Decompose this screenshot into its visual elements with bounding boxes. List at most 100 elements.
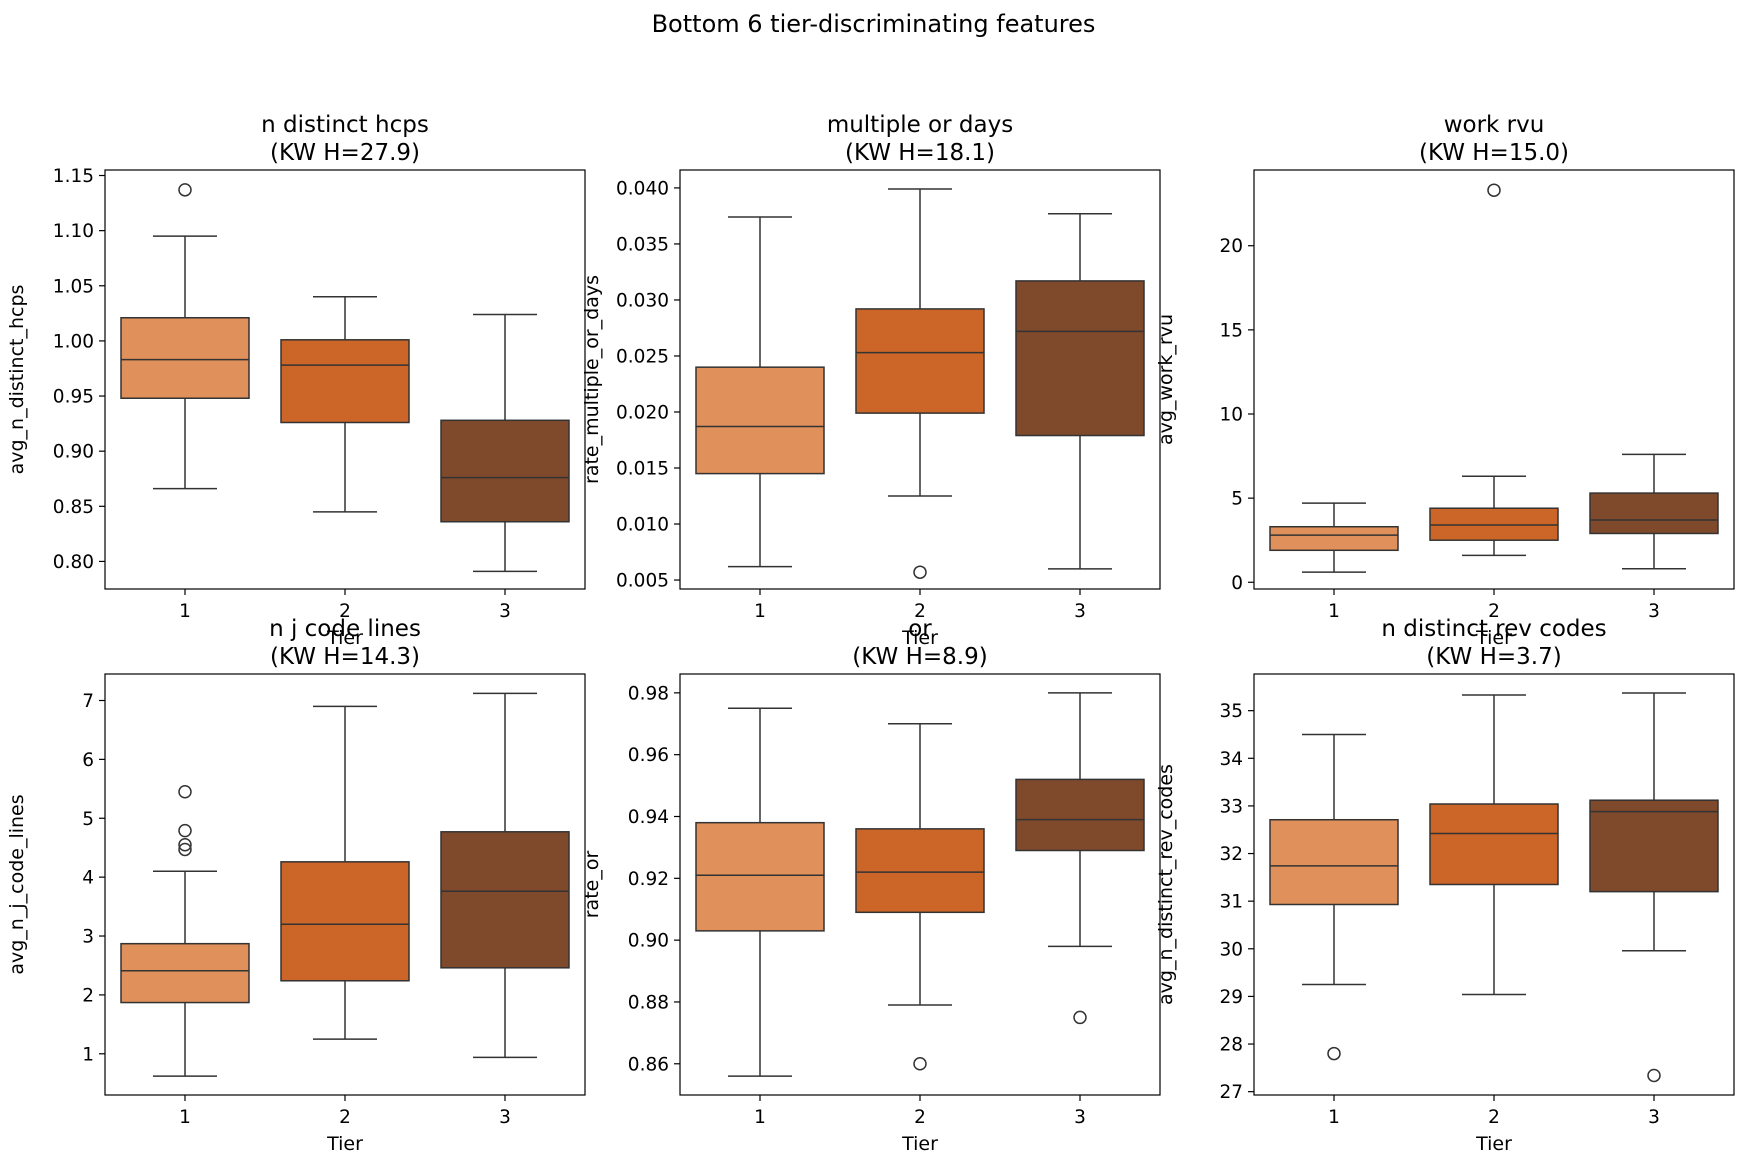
x-tick-label: 1 <box>179 1107 191 1128</box>
y-tick-label: 2 <box>82 985 94 1006</box>
x-tick-label: 3 <box>499 601 511 622</box>
subplot-kw-statistic: (KW H=18.1) <box>845 140 995 166</box>
outlier-point <box>178 785 192 799</box>
figure-title: Bottom 6 tier-discriminating features <box>651 10 1096 38</box>
x-tick-label: 2 <box>914 1107 926 1128</box>
outlier-point <box>1327 1046 1341 1061</box>
iqr-box <box>1589 492 1719 535</box>
y-tick-label: 1.10 <box>53 221 94 242</box>
outlier-point <box>178 823 192 838</box>
iqr-box <box>1429 803 1559 886</box>
box-tier-1 <box>1269 733 1399 1061</box>
subplot-title: n j code lines <box>269 616 421 642</box>
outlier-point <box>1647 1068 1661 1083</box>
iqr-box <box>440 831 570 969</box>
iqr-box <box>1589 799 1719 893</box>
box-tier-2 <box>855 723 985 1071</box>
plot-frame <box>679 673 1161 1096</box>
y-tick-label: 27 <box>1219 1082 1243 1103</box>
y-tick-label: 3 <box>82 927 94 948</box>
y-tick-label: 1.00 <box>53 331 94 352</box>
y-tick-label: 0.025 <box>616 346 669 367</box>
box-tier-1 <box>120 183 250 490</box>
box-tier-1 <box>1269 502 1399 573</box>
x-tick-label: 2 <box>914 601 926 622</box>
box-tier-1 <box>695 707 825 1077</box>
iqr-box <box>280 861 410 982</box>
outlier-point <box>913 1057 927 1071</box>
outlier-point <box>178 842 192 857</box>
y-tick-label: 0.98 <box>628 683 669 704</box>
y-tick-label: 0.94 <box>628 807 669 828</box>
y-axis-label: avg_n_distinct_rev_codes <box>1155 764 1177 1005</box>
y-tick-label: 0.92 <box>628 869 669 890</box>
x-tick-label: 2 <box>339 601 351 622</box>
x-tick-label: 2 <box>1488 1107 1500 1128</box>
y-axis-label: rate_multiple_or_days <box>581 275 603 484</box>
y-tick-label: 4 <box>82 868 94 889</box>
iqr-box <box>120 317 250 399</box>
y-tick-label: 0.030 <box>616 290 669 311</box>
y-tick-label: 10 <box>1219 404 1243 425</box>
x-tick-label: 1 <box>1328 601 1340 622</box>
box-tier-2 <box>280 296 410 513</box>
outlier-point <box>1073 1010 1087 1025</box>
y-tick-label: 0.80 <box>53 552 94 573</box>
y-tick-label: 0.035 <box>616 234 669 255</box>
y-tick-label: 0.86 <box>628 1054 669 1075</box>
y-tick-label: 0.90 <box>53 442 94 463</box>
iqr-box <box>1269 525 1399 552</box>
outlier-point <box>1487 183 1501 197</box>
y-tick-label: 0.005 <box>616 571 669 592</box>
box-tier-3 <box>440 313 570 573</box>
y-axis-label: rate_or <box>581 851 603 919</box>
box-tier-3 <box>1589 692 1719 1083</box>
subplot-title: n distinct hcps <box>261 112 429 138</box>
y-tick-label: 20 <box>1219 236 1243 257</box>
x-tick-label: 1 <box>1328 1107 1340 1128</box>
plot-frame <box>1253 673 1735 1096</box>
subplot-kw-statistic: (KW H=15.0) <box>1419 140 1569 166</box>
x-tick-label: 3 <box>1648 1107 1660 1128</box>
outlier-point <box>178 838 192 852</box>
x-tick-label: 1 <box>754 1107 766 1128</box>
y-tick-label: 31 <box>1219 892 1243 913</box>
y-tick-label: 0.020 <box>616 402 669 423</box>
subplot-title: or <box>908 616 932 642</box>
x-axis-label: Tier <box>901 627 938 649</box>
y-tick-label: 7 <box>82 691 94 712</box>
y-tick-label: 0.015 <box>616 459 669 480</box>
subplot-title: work rvu <box>1444 112 1545 138</box>
x-axis-label: Tier <box>326 627 363 649</box>
box-tier-2 <box>1429 183 1559 557</box>
iqr-box <box>1015 280 1145 437</box>
iqr-box <box>1269 818 1399 906</box>
y-tick-label: 33 <box>1219 796 1243 817</box>
x-axis-label: Tier <box>901 1133 938 1155</box>
outlier-point <box>913 565 927 579</box>
subplot-title: multiple or days <box>827 112 1013 138</box>
iqr-box <box>440 419 570 523</box>
x-tick-label: 2 <box>339 1107 351 1128</box>
y-tick-label: 5 <box>82 809 94 830</box>
y-axis-label: avg_work_rvu <box>1155 314 1177 445</box>
outlier-point <box>178 183 192 197</box>
box-tier-2 <box>1429 694 1559 996</box>
y-tick-label: 5 <box>1231 489 1243 510</box>
y-tick-label: 30 <box>1219 939 1243 960</box>
x-tick-label: 2 <box>1488 601 1500 622</box>
subplot-kw-statistic: (KW H=3.7) <box>1426 644 1561 670</box>
y-tick-label: 1.05 <box>53 276 94 297</box>
plot-frame <box>679 169 1161 590</box>
x-tick-label: 3 <box>1074 601 1086 622</box>
x-axis-label: Tier <box>326 1133 363 1155</box>
iqr-box <box>855 828 985 914</box>
x-axis-label: Tier <box>1475 1133 1512 1155</box>
subplot-title: n distinct rev codes <box>1381 616 1606 642</box>
y-tick-label: 0 <box>1231 573 1243 594</box>
x-tick-label: 3 <box>1074 1107 1086 1128</box>
box-tier-2 <box>855 188 985 579</box>
box-tier-3 <box>1015 692 1145 1025</box>
y-tick-label: 0.85 <box>53 497 94 518</box>
